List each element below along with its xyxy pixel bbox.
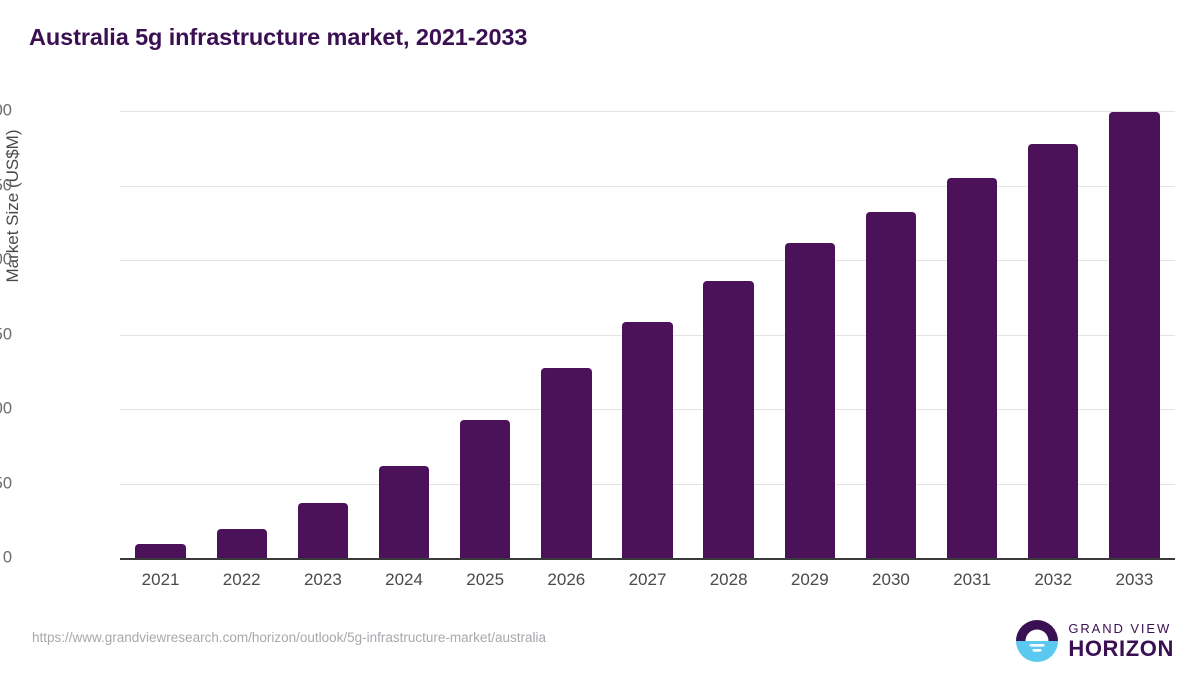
bar[interactable] (1028, 144, 1079, 558)
x-axis-tick-label: 2029 (790, 570, 829, 589)
bar[interactable] (865, 211, 917, 558)
logo-line-grand-view: GRAND VIEW (1068, 621, 1172, 636)
y-axis-tick-label: 1500 (0, 101, 12, 120)
source-url[interactable]: https://www.grandviewresearch.com/horizo… (32, 630, 546, 645)
x-axis-tick-label: 2027 (628, 570, 667, 589)
bar-column[interactable] (622, 111, 673, 558)
bar-column[interactable] (1109, 111, 1160, 558)
bar[interactable] (135, 543, 186, 558)
x-axis-tick-label: 2023 (303, 570, 342, 589)
x-axis-tick-label: 2031 (953, 570, 992, 589)
y-axis-tick-label: 250 (0, 474, 12, 492)
x-axis-tick-label: 2025 (466, 570, 505, 589)
bar-column[interactable] (541, 111, 592, 558)
bar-column[interactable] (946, 111, 998, 558)
y-axis-tick-label: 1250 (0, 176, 12, 194)
x-axis-tick-label: 2026 (547, 570, 586, 589)
logo-text: GRAND VIEW HORIZON (1068, 622, 1174, 660)
y-axis-tick-label: 750 (0, 325, 12, 343)
x-axis-tick-label: 2022 (222, 570, 261, 589)
bar[interactable] (946, 178, 998, 558)
bar[interactable] (297, 503, 349, 558)
bar[interactable] (541, 368, 592, 558)
page-title: Australia 5g infrastructure market, 2021… (29, 24, 528, 50)
y-axis-tick-label: 1000 (0, 250, 12, 269)
bar-column[interactable] (378, 111, 430, 558)
gridline (120, 185, 1175, 187)
bar-column[interactable] (1028, 111, 1079, 558)
x-axis-tick-label: 2032 (1034, 570, 1073, 589)
y-axis-tick-label: 500 (0, 399, 12, 418)
x-axis-ticks: 2021 2022 2023 2024 2025 2026 2027 2028 2029 2030… (120, 570, 1175, 600)
brand-logo[interactable]: GRAND VIEW HORIZON (1015, 618, 1174, 664)
bar[interactable] (703, 281, 754, 558)
bar[interactable] (460, 420, 511, 558)
y-axis-tick-label: 0 (2, 548, 12, 567)
logo-line-horizon: HORIZON (1068, 636, 1174, 661)
bar-column[interactable] (865, 111, 917, 558)
gridline (120, 111, 1175, 112)
bar-column[interactable] (216, 111, 267, 558)
bar[interactable] (216, 529, 267, 558)
x-axis-tick-label: 2028 (709, 570, 748, 589)
bar[interactable] (622, 321, 673, 558)
bar[interactable] (784, 243, 835, 558)
bar-column[interactable] (297, 111, 349, 558)
bar-series (120, 111, 1175, 558)
y-axis-title: Market Size (US$M) (3, 129, 22, 283)
bar-column[interactable] (703, 111, 754, 558)
gridline (120, 260, 1175, 261)
x-axis-tick-label: 2021 (141, 570, 180, 589)
bar-column[interactable] (135, 111, 186, 558)
x-axis-tick-label: 2033 (1115, 570, 1154, 589)
horizon-circle-icon (1015, 619, 1059, 663)
bar[interactable] (1109, 112, 1160, 558)
bar-column[interactable] (784, 111, 835, 558)
x-axis-line (120, 558, 1175, 560)
bar-column[interactable] (460, 111, 511, 558)
x-axis-tick-label: 2030 (872, 570, 910, 589)
x-axis-tick-label: 2024 (385, 570, 423, 589)
bar[interactable] (378, 466, 430, 558)
